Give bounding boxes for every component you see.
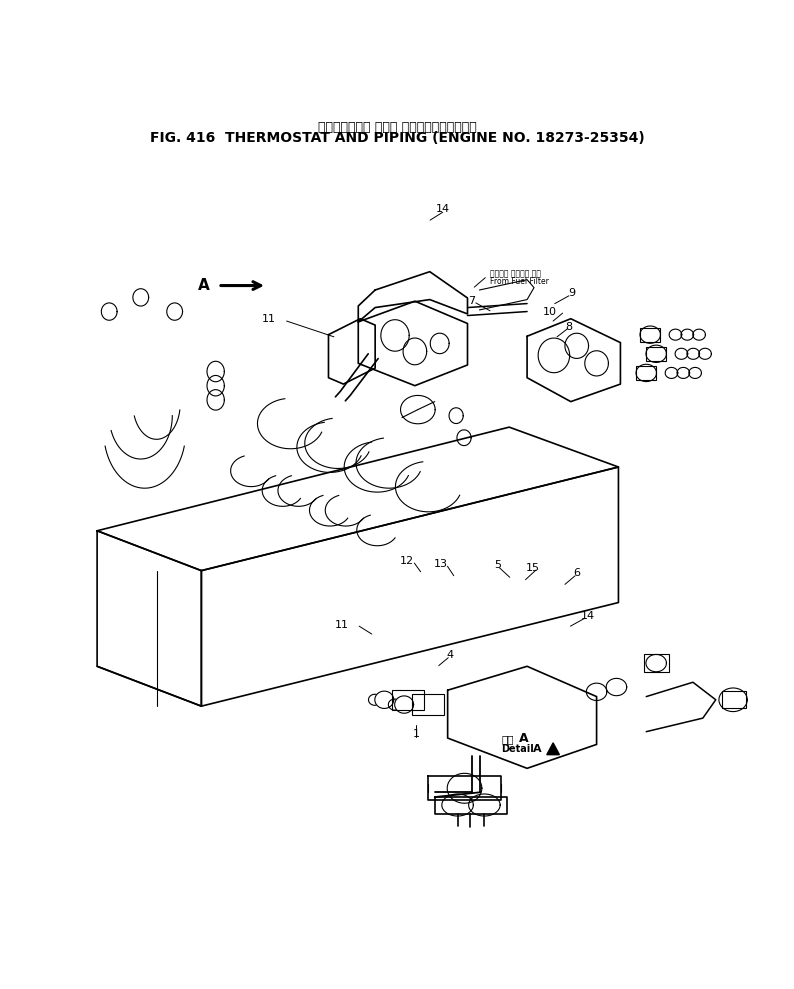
Text: 10: 10 <box>543 307 557 316</box>
Text: 14: 14 <box>436 204 449 214</box>
Text: FIG. 416  THERMOSTAT AND PIPING (ENGINE NO. 18273-25354): FIG. 416 THERMOSTAT AND PIPING (ENGINE N… <box>149 132 645 145</box>
Text: サーモスタット および パイピング　適用号機: サーモスタット および パイピング 適用号機 <box>318 121 476 134</box>
Bar <box>412 694 444 715</box>
Text: 5: 5 <box>495 561 502 571</box>
Text: 13: 13 <box>434 559 448 569</box>
Polygon shape <box>547 743 560 755</box>
Text: 詳細: 詳細 <box>501 734 514 744</box>
Bar <box>636 366 657 380</box>
Text: 9: 9 <box>569 288 576 298</box>
Text: 8: 8 <box>565 322 572 332</box>
Bar <box>640 327 661 342</box>
Text: A: A <box>519 733 529 746</box>
Text: 12: 12 <box>399 556 414 566</box>
Text: 15: 15 <box>526 563 540 573</box>
Text: From Fuel Filter: From Fuel Filter <box>490 277 549 286</box>
Text: 6: 6 <box>573 569 580 579</box>
Text: 4: 4 <box>446 651 453 661</box>
Text: 14: 14 <box>580 611 595 621</box>
Bar <box>392 689 424 710</box>
Text: 11: 11 <box>262 315 276 324</box>
Text: 1: 1 <box>412 729 419 739</box>
Text: Detail: Detail <box>501 744 534 755</box>
Text: A: A <box>533 744 542 755</box>
Text: 7: 7 <box>468 297 476 307</box>
Bar <box>644 655 669 672</box>
Text: A: A <box>198 278 210 293</box>
Bar <box>646 347 666 361</box>
Text: フュエル フィルタ より: フュエル フィルタ より <box>490 269 541 278</box>
Bar <box>722 691 746 708</box>
Text: 11: 11 <box>335 619 349 630</box>
